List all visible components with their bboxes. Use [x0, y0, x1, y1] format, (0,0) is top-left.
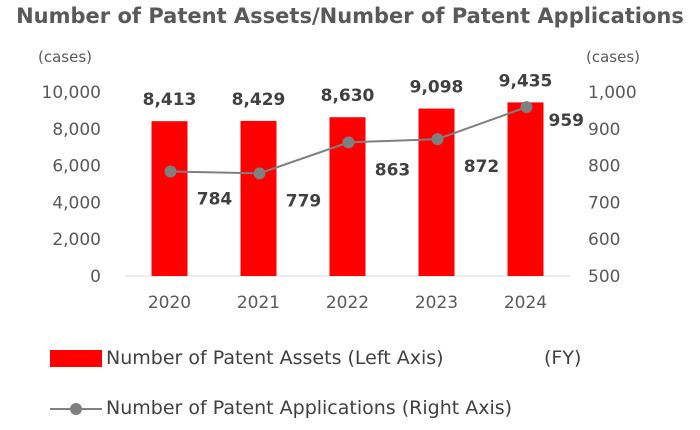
right-axis-tick-label: 500	[588, 267, 620, 287]
right-axis-tick-label: 1,000	[588, 83, 637, 103]
legend-bar-swatch	[50, 349, 102, 367]
bar-data-label: 8,630	[321, 86, 375, 106]
line-data-label: 863	[375, 160, 411, 180]
point-patent-applications	[520, 101, 533, 114]
legend-item-patent-applications: Number of Patent Applications (Right Axi…	[50, 397, 512, 419]
x-axis-tick-label: 2023	[415, 293, 458, 313]
left-axis-tick-label: 4,000	[52, 193, 101, 213]
right-axis-tick-label: 700	[588, 193, 620, 213]
bar-patent-assets	[240, 120, 277, 276]
right-axis-tick-label: 600	[588, 230, 620, 250]
point-patent-applications	[431, 133, 444, 146]
legend-line-swatch	[50, 400, 102, 417]
bar-data-label: 9,435	[499, 71, 553, 91]
left-axis-tick-label: 0	[90, 267, 101, 287]
chart-title: Number of Patent Assets/Number of Patent…	[16, 4, 684, 28]
legend-item-patent-assets: Number of Patent Assets (Left Axis)	[50, 347, 444, 369]
x-axis-tick-label: 2022	[326, 293, 369, 313]
bar-data-label: 8,413	[143, 90, 197, 110]
x-axis-tick-label: 2020	[148, 293, 191, 313]
left-axis-tick-label: 6,000	[52, 157, 101, 177]
left-axis-tick-label: 8,000	[52, 120, 101, 140]
x-axis-tick-label: 2021	[237, 293, 280, 313]
line-data-label: 872	[464, 157, 500, 177]
legend-label-patent-assets: Number of Patent Assets (Left Axis)	[106, 347, 444, 369]
left-axis-tick-label: 2,000	[52, 230, 101, 250]
point-patent-applications	[253, 167, 266, 180]
bar-patent-assets	[507, 102, 544, 276]
x-axis-tick-label: 2024	[504, 293, 547, 313]
line-data-label: 779	[286, 191, 322, 211]
right-axis-tick-label: 800	[588, 157, 620, 177]
left-axis-tick-label: 10,000	[42, 83, 101, 103]
line-data-label: 959	[549, 111, 585, 131]
point-patent-applications	[164, 165, 177, 178]
point-patent-applications	[342, 136, 355, 149]
line-data-label: 784	[197, 189, 233, 209]
right-axis-tick-label: 900	[588, 120, 620, 140]
right-axis-unit: (cases)	[586, 48, 640, 66]
bar-data-label: 9,098	[410, 78, 464, 98]
legend-label-patent-applications: Number of Patent Applications (Right Axi…	[106, 397, 513, 419]
bar-patent-assets	[151, 121, 188, 276]
left-axis-unit: (cases)	[38, 48, 92, 66]
bar-data-label: 8,429	[232, 90, 286, 110]
fy-unit-label: (FY)	[544, 347, 582, 369]
